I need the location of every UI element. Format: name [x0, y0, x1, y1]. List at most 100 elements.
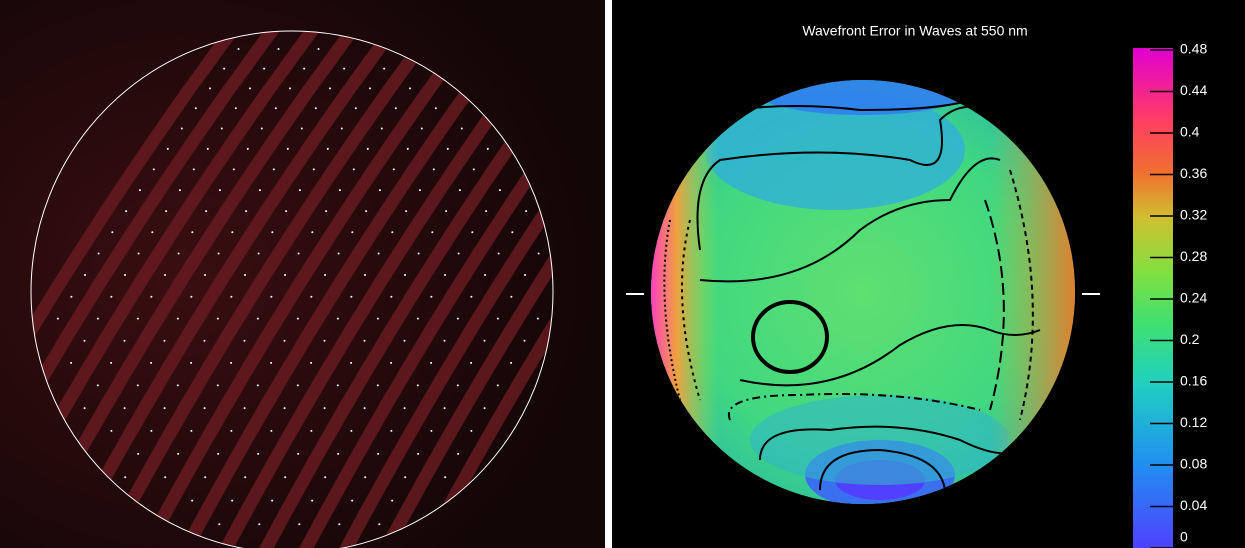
sample-dot [364, 274, 366, 276]
sample-dot [404, 340, 406, 342]
sample-dot [244, 476, 246, 478]
sample-dot [209, 87, 211, 89]
sample-dot [153, 168, 155, 170]
sample-dot [435, 107, 437, 109]
sample-dot [313, 168, 315, 170]
sample-dot [97, 318, 99, 320]
sample-dot [311, 500, 313, 502]
sample-dot [364, 407, 366, 409]
sample-dot [111, 231, 113, 233]
colorbar-tick-label: 0.48 [1180, 41, 1207, 57]
sample-dot [179, 189, 181, 191]
sample-dot [525, 210, 527, 212]
sample-dot [310, 296, 312, 298]
sample-dot [395, 107, 397, 109]
sample-dot [204, 340, 206, 342]
sample-dot [457, 384, 459, 386]
divider [605, 0, 612, 548]
sample-dot [223, 68, 225, 70]
sample-dot [150, 430, 152, 432]
sample-dot [84, 340, 86, 342]
sample-dot [499, 189, 501, 191]
sample-dot [524, 340, 526, 342]
sample-dot [470, 430, 472, 432]
sample-dot [230, 430, 232, 432]
sample-dot [473, 168, 475, 170]
sample-dot [337, 384, 339, 386]
sample-dot [383, 68, 385, 70]
sample-dot [285, 210, 287, 212]
sample-dot [164, 274, 166, 276]
sample-dot [337, 453, 339, 455]
colorbar-tick-label: 0.32 [1180, 207, 1207, 223]
sample-dot [124, 476, 126, 478]
sample-dot [431, 231, 433, 233]
sample-dot [350, 430, 352, 432]
sample-dot [303, 68, 305, 70]
sample-dot [457, 453, 459, 455]
sample-dot [275, 107, 277, 109]
sample-dot [470, 296, 472, 298]
sample-dot [244, 274, 246, 276]
sample-dot [165, 210, 167, 212]
sample-dot [278, 48, 280, 50]
sample-dot [137, 453, 139, 455]
sample-dot [325, 210, 327, 212]
sample-dot [311, 231, 313, 233]
sample-dot [70, 296, 72, 298]
sample-dot [391, 500, 393, 502]
sample-dot [150, 362, 152, 364]
sample-dot [417, 384, 419, 386]
sample-dot [378, 523, 380, 525]
sample-dot [257, 384, 259, 386]
sample-dot [298, 253, 300, 255]
sample-dot [461, 128, 463, 130]
sample-dot [231, 231, 233, 233]
colorbar-tick-label: 0.28 [1180, 248, 1207, 264]
sample-dot [471, 231, 473, 233]
sample-dot [430, 362, 432, 364]
sample-dot [433, 168, 435, 170]
sample-dot [390, 296, 392, 298]
sample-dot [444, 340, 446, 342]
sample-dot [193, 168, 195, 170]
sample-dot [230, 362, 232, 364]
sample-dot [324, 407, 326, 409]
sample-dot [177, 384, 179, 386]
sample-dot [177, 453, 179, 455]
sample-dot [110, 430, 112, 432]
sample-dot [245, 210, 247, 212]
sample-dot [510, 362, 512, 364]
colorbar-tick-label: 0.12 [1180, 414, 1207, 430]
sample-dot [470, 362, 472, 364]
sample-dot [497, 318, 499, 320]
sample-dot [150, 296, 152, 298]
sample-dot [284, 476, 286, 478]
sample-dot [419, 189, 421, 191]
sample-dot [364, 476, 366, 478]
sample-dot [378, 253, 380, 255]
sample-dot [139, 189, 141, 191]
sample-dot [230, 296, 232, 298]
sample-dot [447, 148, 449, 150]
sample-dot [297, 453, 299, 455]
sample-dot [299, 189, 301, 191]
sample-dot [315, 107, 317, 109]
sample-dot [337, 318, 339, 320]
sample-dot [364, 340, 366, 342]
sample-dot [377, 318, 379, 320]
sample-dot [84, 407, 86, 409]
sample-dot [259, 189, 261, 191]
sample-dot [487, 148, 489, 150]
sample-dot [404, 274, 406, 276]
sample-dot [409, 87, 411, 89]
sample-dot [297, 384, 299, 386]
sample-dot [137, 384, 139, 386]
colorbar-tick-label: 0.16 [1180, 373, 1207, 389]
sample-dot [390, 430, 392, 432]
sample-dot [324, 476, 326, 478]
sample-dot [124, 274, 126, 276]
sample-dot [191, 231, 193, 233]
sample-dot [284, 274, 286, 276]
sample-dot [484, 407, 486, 409]
